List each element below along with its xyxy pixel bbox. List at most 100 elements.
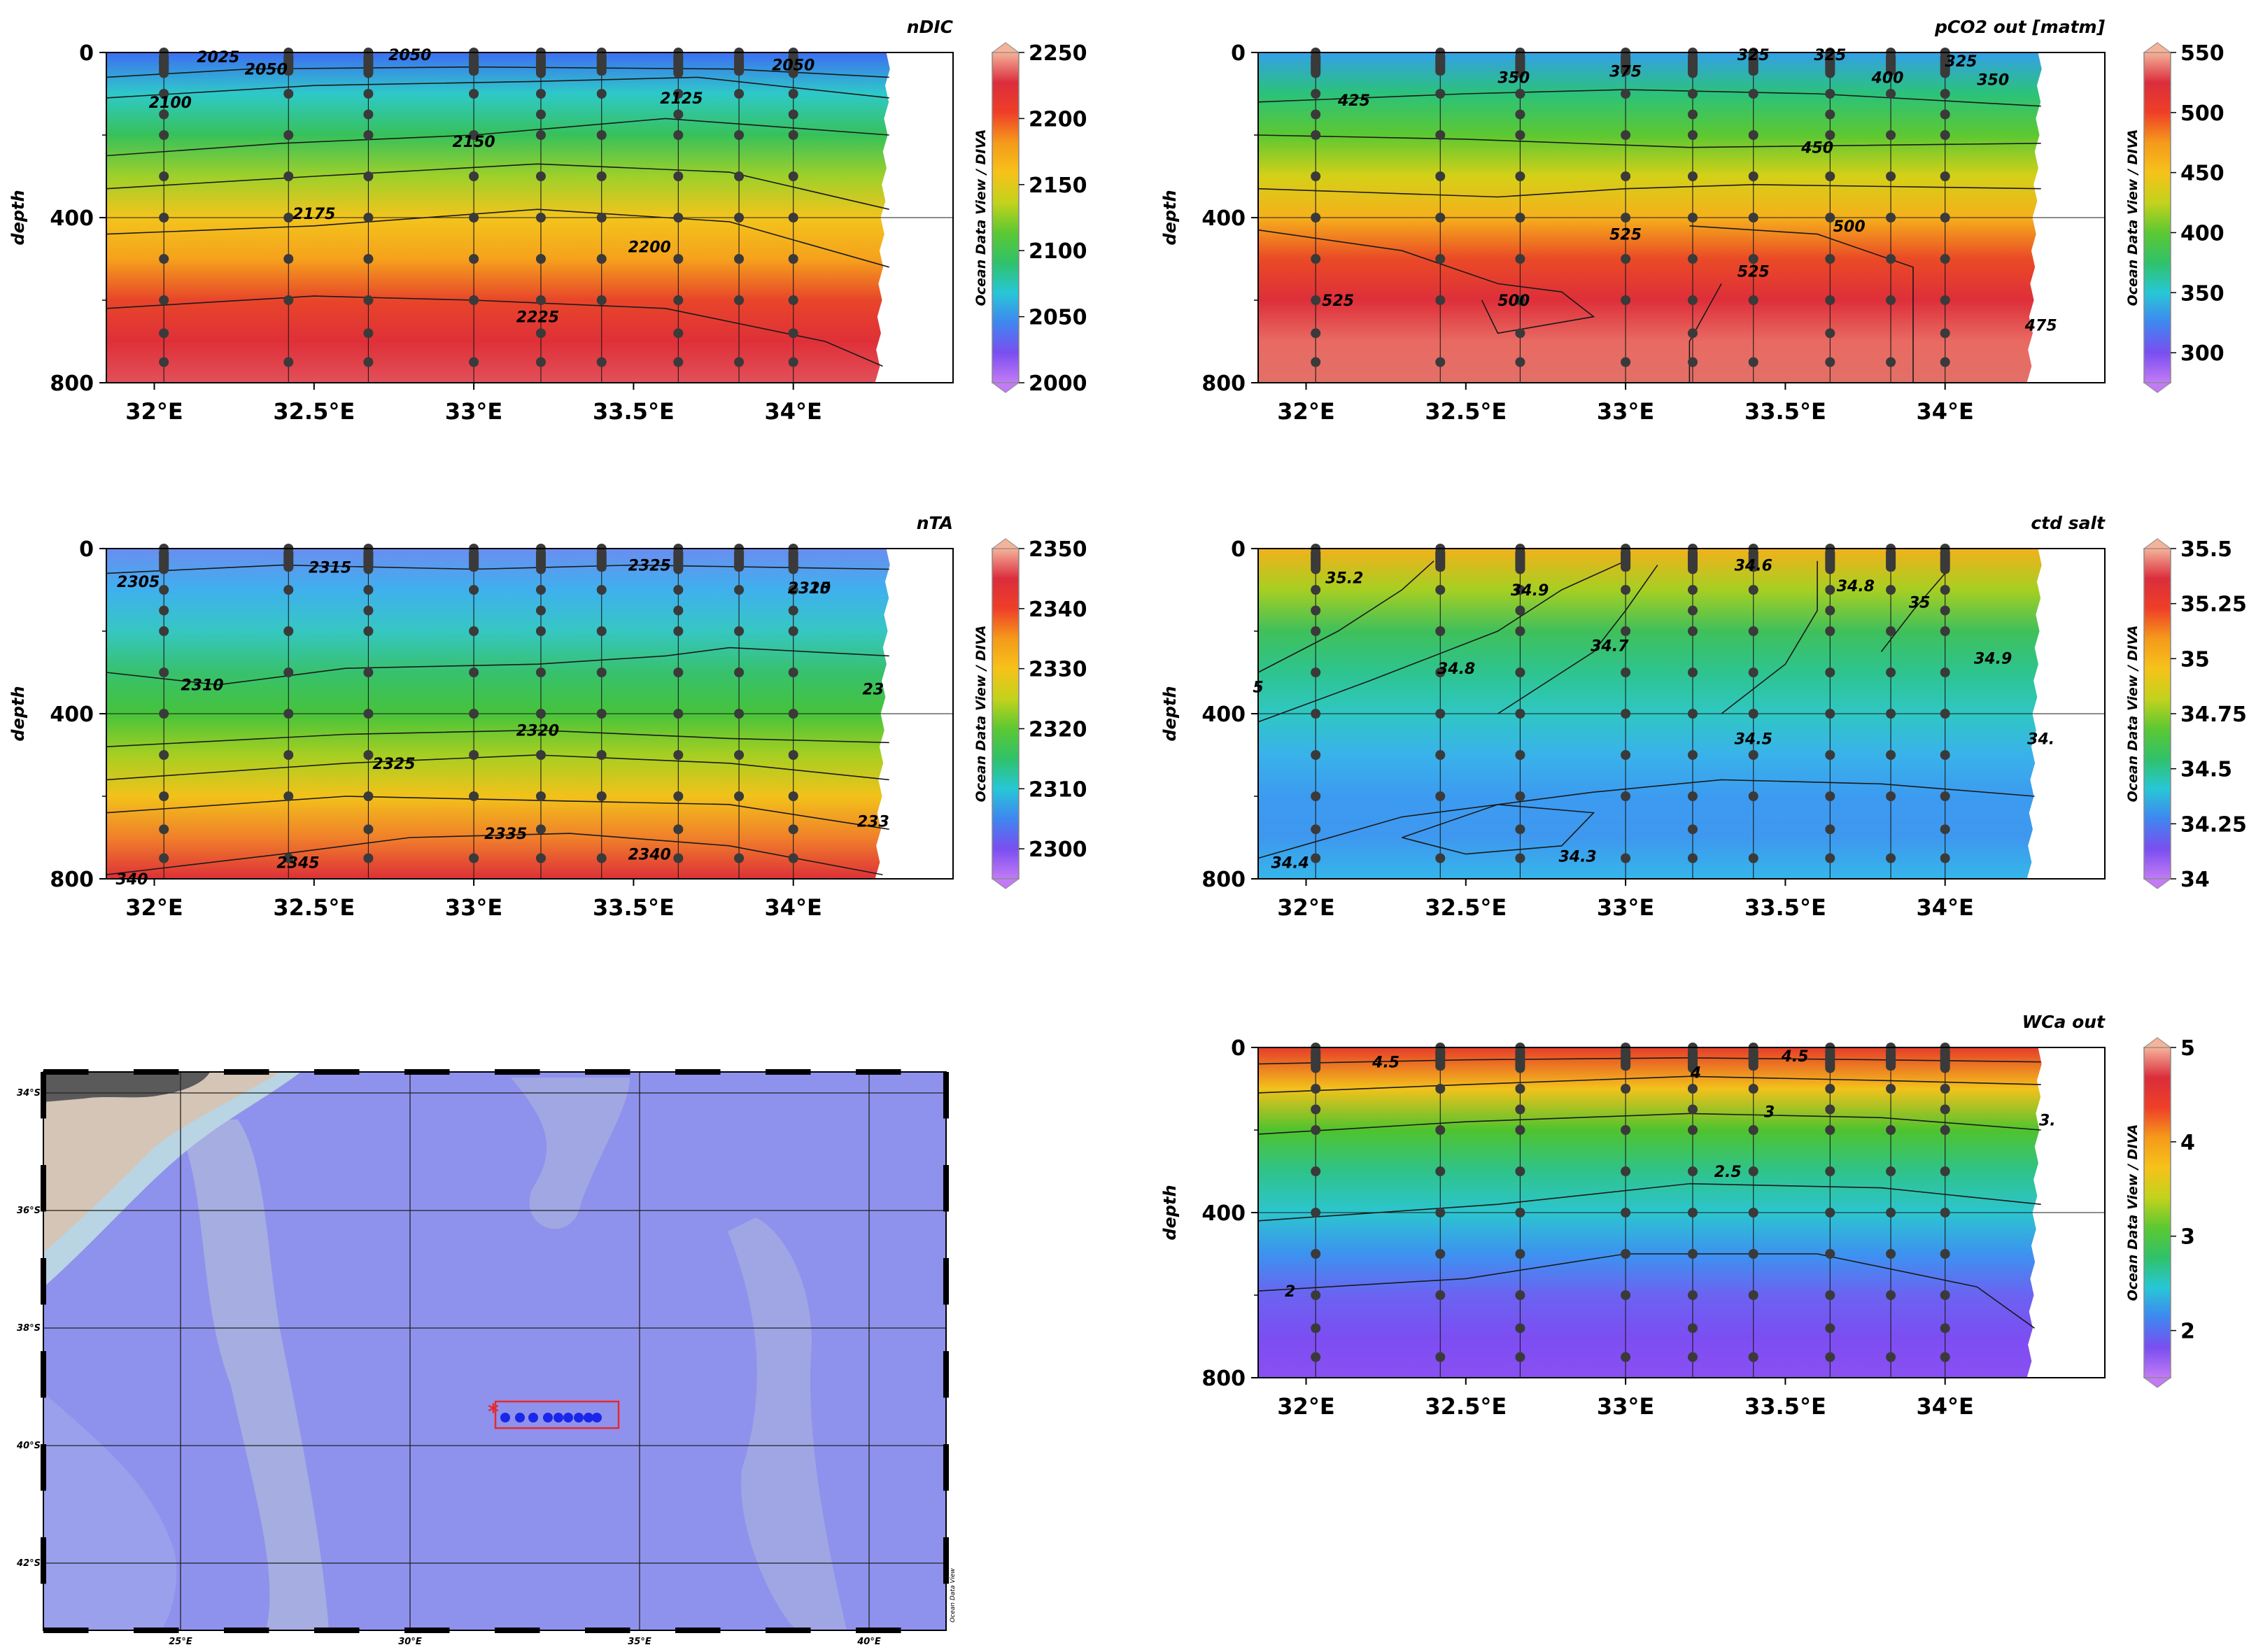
sample-point <box>1311 1125 1321 1135</box>
sample-point <box>1621 171 1631 181</box>
sample-point <box>1748 254 1758 264</box>
latitude-label: 40°S <box>16 1441 41 1451</box>
contour-line <box>1880 572 1946 652</box>
sample-point <box>1435 709 1446 719</box>
sample-point <box>1435 130 1446 140</box>
colorbar-tick-label: 35.5 <box>2180 537 2232 562</box>
sample-point <box>1940 328 1950 339</box>
sample-point <box>1748 626 1758 636</box>
sample-point <box>788 295 798 305</box>
sample-point <box>1687 750 1698 760</box>
contour-label: 34.7 <box>1591 638 1629 656</box>
sample-point <box>1886 254 1896 264</box>
sample-point <box>1886 89 1896 99</box>
sample-point <box>734 668 745 677</box>
sample-point <box>596 585 607 595</box>
border-segment <box>314 1628 360 1633</box>
sample-point <box>1825 750 1835 760</box>
sample-point <box>159 585 169 595</box>
sample-point <box>1825 709 1835 719</box>
border-segment <box>41 1072 46 1119</box>
sample-point <box>673 668 684 677</box>
x-tick-label: 32.5°E <box>273 894 355 921</box>
surface-samples <box>1825 549 1835 572</box>
sample-point <box>1825 668 1835 677</box>
surface-samples <box>673 52 684 76</box>
x-tick-label: 34°E <box>765 894 822 921</box>
contour-label: 2325 <box>788 580 831 598</box>
colorbar-credit: Ocean Data View / DIVA <box>973 626 989 803</box>
sample-point <box>1435 1125 1446 1135</box>
panel-title: nTA <box>917 513 953 533</box>
sample-point <box>673 791 684 801</box>
sample-point <box>1687 328 1698 339</box>
sample-point <box>469 357 479 367</box>
sample-point <box>1748 1249 1758 1259</box>
sample-point <box>1940 585 1950 595</box>
sample-point <box>1940 1208 1950 1217</box>
y-axis-label: depth <box>8 190 28 245</box>
sample-point <box>734 89 745 99</box>
sample-point <box>1621 1125 1631 1135</box>
colorbar-tick-label: 500 <box>2180 101 2225 126</box>
shallow-ridge <box>728 1217 847 1630</box>
section-panel-0: 2025 2050 2050 2050 2100 2125 2150 2175 2200 2225… <box>8 17 1087 425</box>
contour-label: 2 <box>1285 1283 1295 1301</box>
colorbar <box>992 52 1020 383</box>
sample-point <box>1515 668 1525 677</box>
sample-point <box>283 295 294 305</box>
sample-point <box>1687 626 1698 636</box>
colorbar-min-cap <box>991 382 1020 393</box>
sample-point <box>1825 1323 1835 1334</box>
contour-line <box>1257 134 2041 148</box>
sample-point <box>1311 853 1321 863</box>
sample-point <box>469 130 479 140</box>
sample-point <box>363 89 374 99</box>
sample-point <box>596 853 607 863</box>
sample-point <box>1825 824 1835 835</box>
x-tick-label: 32.5°E <box>1425 398 1507 425</box>
sample-point <box>1311 1104 1321 1115</box>
sample-point <box>1621 668 1631 677</box>
sample-point <box>1311 89 1321 99</box>
station-marker <box>574 1413 584 1422</box>
sample-point <box>1825 171 1835 181</box>
sample-point <box>1311 328 1321 339</box>
sample-point <box>363 295 374 305</box>
sample-point <box>1940 824 1950 835</box>
sample-point <box>1621 585 1631 595</box>
section-panel-4: 4.5 4 4.5 3 3. 2.5 2 WCa out depth 0 400 800 32°E 32.… <box>1160 1012 2195 1420</box>
contour-label: 2.5 <box>1714 1164 1742 1181</box>
sample-point <box>1515 1249 1525 1259</box>
surface-samples <box>788 549 798 572</box>
sample-point <box>673 328 684 339</box>
sample-point <box>673 213 684 223</box>
x-tick-label: 32°E <box>1277 1393 1334 1420</box>
sample-point <box>1311 709 1321 719</box>
y-tick-label: 0 <box>1231 537 1246 562</box>
sample-point <box>1687 295 1698 305</box>
sample-point <box>159 605 169 616</box>
sample-point <box>596 357 607 367</box>
sample-point <box>1621 853 1631 863</box>
contour-label: 2125 <box>660 90 703 108</box>
sample-point <box>1748 791 1758 801</box>
colorbar-tick-label: 2100 <box>1029 239 1087 264</box>
contour-label: 525 <box>1609 227 1642 244</box>
sample-point <box>1940 109 1950 120</box>
sample-point <box>788 626 798 636</box>
surface-samples <box>283 549 294 572</box>
sample-point <box>1621 1084 1631 1094</box>
contour-label: 525 <box>1737 264 1770 281</box>
sample-point <box>1435 89 1446 99</box>
contour-line <box>1497 565 1658 714</box>
sample-point <box>1825 853 1835 863</box>
colorbar-tick-label: 35 <box>2180 647 2210 672</box>
y-tick-label: 0 <box>79 41 94 66</box>
sample-point <box>535 89 546 99</box>
sample-point <box>159 328 169 339</box>
contour-label: 2305 <box>117 574 160 591</box>
contour-label: 34. <box>2027 730 2054 748</box>
sample-point <box>596 626 607 636</box>
sample-point <box>535 171 546 181</box>
